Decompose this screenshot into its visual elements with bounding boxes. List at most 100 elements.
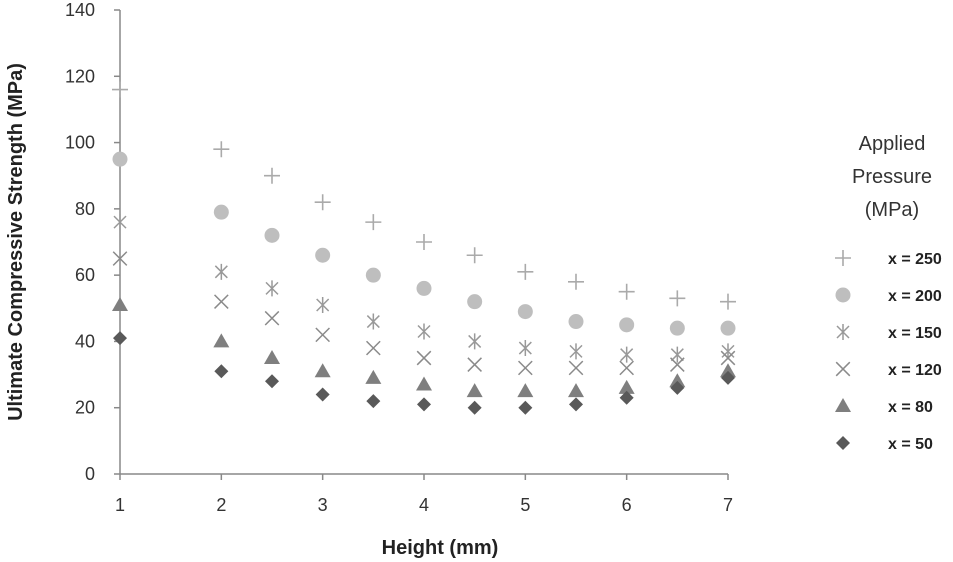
legend-marker bbox=[836, 436, 850, 450]
data-point bbox=[265, 374, 279, 389]
data-point bbox=[568, 273, 584, 290]
x-tick-label: 4 bbox=[419, 495, 429, 515]
series-cross bbox=[112, 251, 736, 376]
data-point bbox=[112, 151, 128, 167]
x-tick-label: 6 bbox=[622, 495, 632, 515]
data-point bbox=[669, 373, 686, 388]
x-tick-label: 1 bbox=[115, 495, 125, 515]
axes: 0 20 40 60 80 100 120 140 1 2 3 4 5 6 7 bbox=[65, 0, 733, 515]
x-axis-ticks: 1 2 3 4 5 6 7 bbox=[115, 474, 733, 515]
data-point bbox=[518, 360, 533, 376]
legend-label: x = 150 bbox=[888, 325, 942, 342]
data-point bbox=[568, 314, 584, 330]
data-point bbox=[112, 81, 128, 98]
series-asterisk bbox=[113, 214, 735, 363]
data-point bbox=[720, 293, 736, 310]
legend-marker bbox=[835, 361, 851, 377]
data-point bbox=[467, 357, 482, 372]
series-diamond bbox=[113, 331, 735, 415]
data-point bbox=[264, 350, 280, 364]
data-point bbox=[468, 333, 482, 350]
data-point bbox=[315, 387, 330, 402]
legend-item: x = 50 bbox=[836, 436, 933, 453]
data-point bbox=[619, 317, 635, 333]
data-point bbox=[365, 369, 382, 384]
data-point bbox=[620, 346, 634, 363]
legend-item: x = 150 bbox=[836, 324, 942, 342]
legend-marker bbox=[835, 250, 851, 266]
data-point bbox=[568, 383, 584, 398]
data-point bbox=[720, 320, 736, 336]
legend-title-line: (MPa) bbox=[865, 199, 919, 221]
data-point bbox=[467, 294, 483, 310]
data-point bbox=[416, 350, 432, 366]
data-point bbox=[466, 247, 483, 264]
data-point bbox=[416, 234, 432, 250]
data-point bbox=[720, 350, 736, 366]
legend-label: x = 200 bbox=[888, 288, 942, 305]
data-point bbox=[264, 227, 280, 243]
legend-title: Applied Pressure (MPa) bbox=[852, 133, 932, 221]
data-point bbox=[569, 343, 583, 360]
data-point bbox=[112, 296, 128, 311]
data-point bbox=[569, 397, 583, 412]
data-point bbox=[264, 167, 280, 184]
data-point bbox=[669, 290, 686, 307]
x-axis-title: Height (mm) bbox=[382, 537, 499, 559]
data-point bbox=[214, 294, 229, 309]
legend-label: x = 120 bbox=[888, 362, 942, 379]
legend: Applied Pressure (MPa) x = 250 x = 200 x = 1… bbox=[835, 133, 942, 453]
data-point bbox=[314, 363, 331, 378]
data-point bbox=[417, 323, 431, 340]
data-point bbox=[213, 204, 229, 220]
data-point bbox=[721, 343, 735, 360]
data-point bbox=[619, 390, 634, 405]
legend-label: x = 80 bbox=[888, 399, 933, 416]
data-point bbox=[517, 263, 534, 280]
data-point bbox=[618, 379, 635, 394]
data-point bbox=[518, 400, 533, 415]
data-point bbox=[315, 327, 330, 343]
legend-label: x = 50 bbox=[888, 436, 933, 453]
data-point bbox=[669, 320, 685, 336]
legend-item: x = 200 bbox=[835, 287, 942, 305]
legend-marker bbox=[835, 398, 851, 412]
data-point bbox=[316, 296, 330, 313]
x-tick-label: 3 bbox=[318, 495, 328, 515]
data-point bbox=[467, 400, 482, 415]
y-tick-label: 80 bbox=[75, 199, 95, 219]
data-point bbox=[314, 194, 331, 211]
y-tick-label: 0 bbox=[85, 464, 95, 484]
data-point bbox=[214, 263, 228, 280]
y-tick-label: 120 bbox=[65, 66, 95, 86]
x-tick-label: 7 bbox=[723, 495, 733, 515]
data-point bbox=[466, 383, 483, 398]
y-axis-title: Ultimate Compressive Strength (MPa) bbox=[5, 63, 27, 421]
series-triangle bbox=[112, 296, 736, 398]
data-point bbox=[365, 214, 382, 231]
data-point bbox=[214, 364, 229, 379]
legend-item: x = 80 bbox=[835, 398, 933, 416]
y-tick-label: 140 bbox=[65, 0, 95, 20]
legend-marker bbox=[836, 324, 850, 340]
x-tick-label: 5 bbox=[520, 495, 530, 515]
legend-marker bbox=[835, 287, 851, 303]
data-point bbox=[416, 280, 432, 296]
data-point bbox=[366, 313, 380, 330]
data-points bbox=[112, 81, 736, 415]
legend-label: x = 250 bbox=[888, 251, 942, 268]
data-point bbox=[112, 251, 128, 266]
data-point bbox=[518, 340, 532, 357]
legend-title-line: Applied bbox=[859, 133, 926, 155]
legend-items: x = 250 x = 200 x = 150 x = 120 x = 80 x = 50 bbox=[835, 250, 942, 453]
data-point bbox=[315, 247, 331, 263]
data-point bbox=[670, 380, 685, 395]
data-point bbox=[265, 280, 279, 297]
data-point bbox=[264, 310, 280, 326]
data-point bbox=[113, 214, 127, 231]
data-point bbox=[213, 333, 230, 348]
data-point bbox=[113, 331, 127, 346]
legend-item: x = 250 bbox=[835, 250, 942, 268]
data-point bbox=[670, 346, 684, 363]
legend-item: x = 120 bbox=[835, 361, 942, 379]
